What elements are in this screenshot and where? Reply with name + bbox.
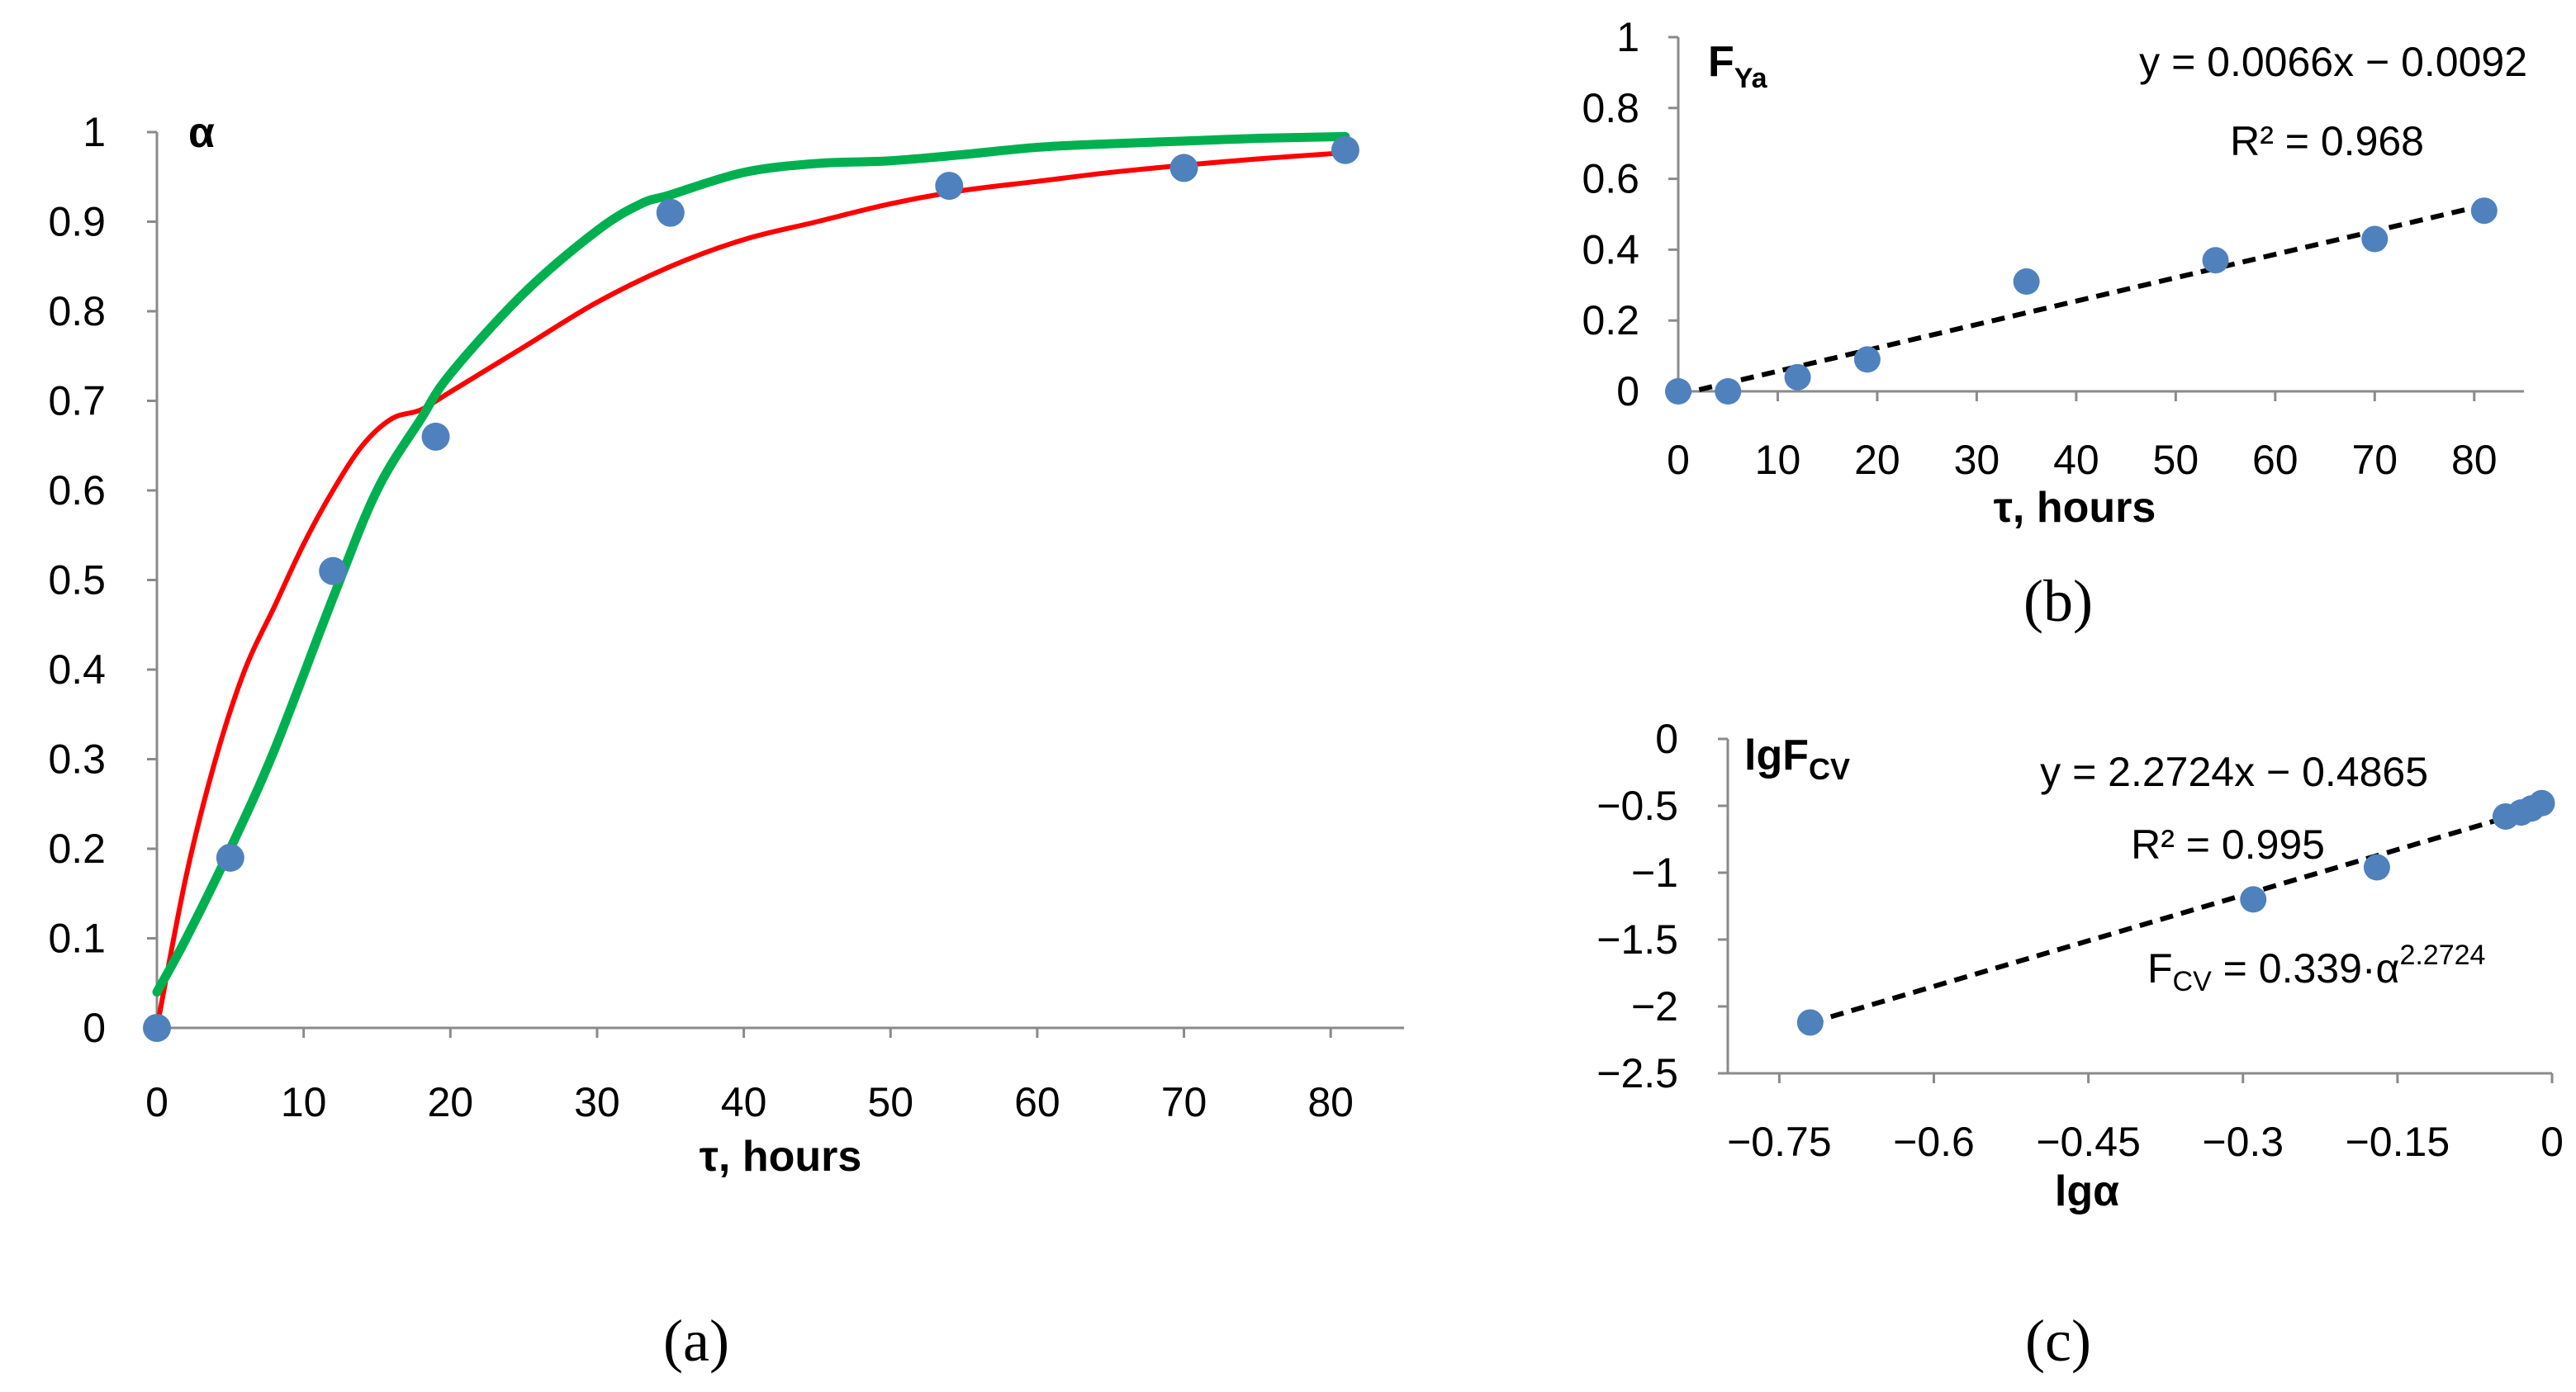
chart-b-y-tick-label: 0.8 — [1582, 85, 1639, 131]
chart-c-formula-lhs-sub: CV — [2173, 966, 2213, 997]
chart-a-x-tick-label: 20 — [427, 1079, 473, 1125]
chart-c-y-label-main: lgF — [1744, 732, 1809, 779]
chart-b-data-point — [2202, 247, 2229, 274]
chart-b-data-point — [1715, 378, 1742, 405]
chart-a-data-point — [1331, 135, 1359, 164]
chart-b-x-tick-label: 80 — [2451, 437, 2498, 483]
chart-a-curve-2 — [152, 131, 1350, 997]
chart-a-x-tick-label: 50 — [867, 1079, 913, 1125]
chart-b-data-point — [1784, 363, 1811, 391]
chart-a-y-tick-label: 0.6 — [48, 467, 106, 514]
chart-b-r2: R² = 0.968 — [2230, 118, 2424, 164]
chart-a-y-tick-label: 0.1 — [48, 916, 106, 962]
chart-b-y-tick-label: 0.2 — [1582, 297, 1639, 343]
chart-a-data-point — [216, 843, 244, 872]
chart-b-x-tick-label: 50 — [2153, 437, 2199, 483]
chart-b-x-tick-label: 30 — [1954, 437, 2000, 483]
chart-b-y-label-sub: Ya — [1734, 63, 1768, 94]
chart-a-x-label: τ, hours — [700, 1133, 862, 1181]
chart-a-data-point — [421, 422, 450, 451]
chart-b-x-label: τ, hours — [1994, 484, 2156, 532]
chart-b-trendline — [1677, 202, 2485, 397]
chart-c-x-tick-label: −0.75 — [1727, 1119, 1832, 1165]
chart-b-y-tick-label: 1 — [1616, 14, 1639, 60]
chart-c-x-tick-label: −0.3 — [2202, 1119, 2284, 1165]
chart-a-panel-label: (a) — [663, 1308, 729, 1374]
chart-a-y-tick-label: 0.5 — [48, 557, 106, 604]
chart-c-panel-label: (c) — [2025, 1308, 2091, 1374]
chart-a-y-tick-label: 0.4 — [48, 646, 106, 693]
chart-a-data-point — [935, 172, 964, 201]
chart-a-x-tick-label: 10 — [281, 1079, 327, 1125]
chart-a-y-tick-label: 0.7 — [48, 378, 106, 424]
chart-a-data-point — [1169, 154, 1198, 182]
chart-b-data-point — [1853, 346, 1881, 373]
chart-c-data-point — [2363, 854, 2390, 881]
chart-c-x-tick-label: −0.45 — [2036, 1119, 2141, 1165]
chart-c-x-tick-label: −0.15 — [2346, 1119, 2450, 1165]
chart-c-data-point — [1796, 1009, 1824, 1036]
chart-a-y-tick-label: 0 — [83, 1005, 106, 1051]
chart-a-x-tick-label: 60 — [1014, 1079, 1060, 1125]
chart-c-formula-rhs: = 0.339·α — [2212, 945, 2400, 992]
chart-c-x-tick-label: 0 — [2540, 1119, 2564, 1165]
chart-c-y-tick-label: −1.5 — [1596, 916, 1678, 963]
chart-a-x-tick-label: 40 — [721, 1079, 767, 1125]
chart-c-y-tick-label: 0 — [1655, 716, 1678, 762]
chart-a-y-tick-label: 0.3 — [48, 736, 106, 783]
chart-a-x-tick-label: 30 — [574, 1079, 620, 1125]
chart-a-y-label: α — [188, 109, 215, 157]
chart-b-x-tick-label: 70 — [2351, 437, 2398, 483]
chart-c-y-label: lgFCV — [1744, 732, 1850, 786]
chart-c-x-label: lgα — [2055, 1167, 2119, 1215]
chart-b-data-point — [2470, 197, 2498, 225]
chart-b-data-point — [2013, 268, 2040, 296]
chart-b: 0 0.2 0.4 0.6 0.8 1 0 10 20 30 40 50 60 70 80 FYa y =… — [1582, 14, 2527, 634]
chart-a-x-tick-label: 80 — [1307, 1079, 1354, 1125]
chart-a-y-tick-label: 1 — [83, 109, 106, 155]
chart-c-y-label-sub: CV — [1809, 752, 1850, 786]
chart-c-y-tick-label: −1 — [1631, 850, 1678, 896]
chart-c: −2.5 −2 −1.5 −1 −0.5 0 −0.75 −0.6 −0.45 −0.3 −0.1… — [1596, 716, 2564, 1374]
chart-c-data-point — [2240, 886, 2267, 913]
chart-c-trendline — [1809, 804, 2543, 1025]
chart-b-x-tick-label: 40 — [2053, 437, 2099, 483]
chart-c-x-tick-label: −0.6 — [1893, 1119, 1975, 1165]
chart-c-y-tick-label: −2 — [1631, 983, 1678, 1030]
chart-b-y-tick-label: 0.4 — [1582, 226, 1639, 272]
chart-a: 0 0.1 0.2 0.3 0.4 0.5 0.6 0.7 0.8 0.9 1 0 10 20 30 40 5… — [48, 109, 1404, 1374]
chart-c-r2: R² = 0.995 — [2131, 821, 2325, 868]
chart-c-y-tick-label: −2.5 — [1596, 1050, 1678, 1096]
chart-b-y-tick-label: 0.6 — [1582, 156, 1639, 202]
chart-a-y-tick-label: 0.9 — [48, 199, 106, 245]
chart-b-y-label-main: F — [1708, 38, 1734, 86]
chart-c-equation: y = 2.2724x − 0.4865 — [2040, 749, 2428, 795]
chart-b-x-tick-label: 20 — [1854, 437, 1900, 483]
chart-b-y-tick-label: 0 — [1616, 368, 1639, 414]
chart-a-data-point — [319, 556, 348, 585]
chart-b-x-tick-label: 0 — [1667, 437, 1690, 483]
chart-b-data-point — [2361, 225, 2389, 253]
chart-a-data-point — [656, 198, 685, 227]
chart-a-curve-1 — [154, 149, 1348, 1030]
chart-b-panel-label: (b) — [2023, 568, 2093, 634]
chart-b-x-tick-label: 10 — [1755, 437, 1801, 483]
chart-c-formula-lhs: F — [2147, 945, 2173, 992]
chart-a-x-tick-label: 0 — [145, 1079, 168, 1125]
chart-c-y-tick-label: −0.5 — [1596, 783, 1678, 829]
chart-b-y-label: FYa — [1708, 38, 1768, 94]
chart-c-formula-power: 2.2724 — [2399, 940, 2485, 971]
chart-a-y-tick-label: 0.2 — [48, 826, 106, 872]
chart-b-data-point — [1665, 378, 1691, 405]
chart-c-formula: FCV = 0.339·α2.2724 — [2147, 940, 2485, 997]
chart-b-x-tick-label: 60 — [2252, 437, 2298, 483]
chart-c-data-point — [2528, 789, 2555, 817]
chart-a-y-tick-label: 0.8 — [48, 288, 106, 334]
chart-a-data-point — [143, 1014, 171, 1042]
chart-a-x-tick-label: 70 — [1161, 1079, 1207, 1125]
chart-b-equation: y = 0.0066x − 0.0092 — [2139, 39, 2527, 85]
